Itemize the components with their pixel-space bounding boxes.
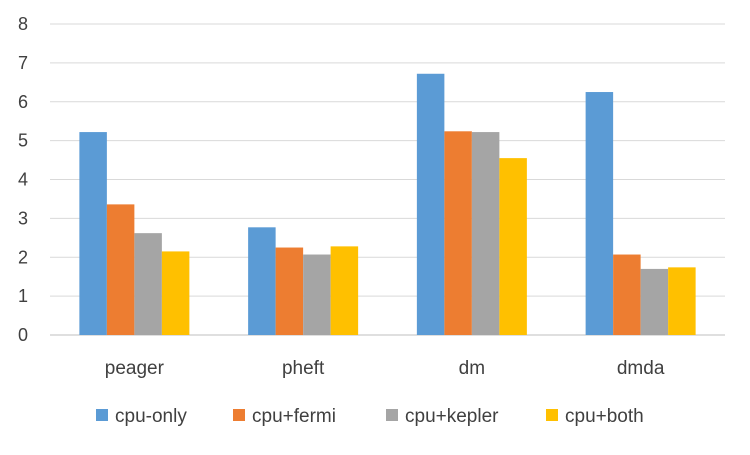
legend-swatch — [96, 409, 108, 421]
bar — [640, 268, 669, 335]
legend-label: cpu-only — [115, 406, 187, 427]
legend-swatch — [386, 409, 398, 421]
y-tick-label: 4 — [18, 170, 28, 190]
bar — [444, 131, 472, 335]
bar — [106, 204, 135, 335]
bar — [79, 132, 107, 335]
bar — [416, 73, 445, 335]
x-tick-label: pheft — [282, 358, 325, 379]
y-tick-label: 2 — [18, 247, 28, 267]
legend-swatch — [233, 409, 245, 421]
y-tick-label: 7 — [18, 53, 28, 73]
bar — [613, 254, 641, 335]
legend-label: cpu+fermi — [252, 406, 336, 427]
bar — [330, 246, 359, 335]
bar — [248, 227, 276, 335]
legend-label: cpu+both — [565, 406, 644, 427]
y-tick-label: 5 — [18, 131, 28, 151]
bar — [499, 158, 527, 335]
y-axis-ticks: 0 1 2 3 4 5 6 7 8 — [18, 14, 28, 345]
bar — [471, 132, 500, 335]
y-tick-label: 6 — [18, 92, 28, 112]
y-tick-label: 8 — [18, 14, 28, 34]
x-axis-ticks: peager pheft dm dmda — [105, 358, 665, 379]
x-tick-label: peager — [105, 358, 165, 379]
y-tick-label: 0 — [18, 325, 28, 345]
legend-label: cpu+kepler — [405, 406, 499, 427]
bar — [161, 251, 190, 335]
legend: cpu-only cpu+fermi cpu+kepler cpu+both — [96, 406, 644, 427]
bar — [134, 233, 162, 335]
legend-swatch — [546, 409, 558, 421]
bars — [79, 73, 696, 335]
y-tick-label: 3 — [18, 208, 28, 228]
x-tick-label: dmda — [617, 358, 665, 379]
bar — [275, 247, 304, 335]
bar — [585, 92, 614, 335]
bar — [303, 254, 331, 335]
x-tick-label: dm — [459, 358, 485, 379]
bar — [668, 267, 696, 335]
y-tick-label: 1 — [18, 286, 28, 306]
